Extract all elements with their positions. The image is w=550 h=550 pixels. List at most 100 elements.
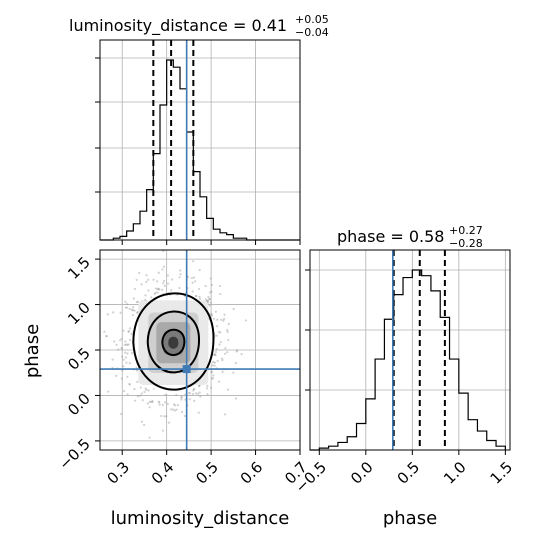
density-contour-0 bbox=[132, 292, 215, 391]
scatter-point bbox=[198, 391, 201, 394]
scatter-point bbox=[144, 294, 147, 297]
scatter-point bbox=[130, 308, 134, 311]
scatter-point bbox=[151, 399, 154, 403]
scatter-point bbox=[215, 334, 218, 337]
scatter-point bbox=[199, 395, 202, 398]
scatter-point bbox=[213, 353, 216, 356]
scatter-point bbox=[169, 408, 173, 411]
scatter-point bbox=[215, 347, 218, 351]
scatter-point bbox=[219, 340, 222, 344]
scatter-point bbox=[179, 269, 182, 272]
scatter-point bbox=[219, 331, 222, 334]
scatter-point bbox=[198, 268, 201, 272]
scatter-point bbox=[206, 300, 210, 303]
scatter-point bbox=[236, 349, 239, 352]
scatter-point bbox=[145, 280, 148, 283]
scatter-point bbox=[120, 346, 123, 350]
scatter-point bbox=[160, 414, 163, 418]
scatter-point bbox=[165, 415, 168, 418]
scatter-point bbox=[218, 380, 221, 383]
scatter-point bbox=[209, 386, 213, 389]
scatter-point bbox=[130, 351, 134, 355]
scatter-point bbox=[128, 383, 131, 386]
scatter-point bbox=[219, 292, 222, 296]
scatter-point bbox=[222, 319, 225, 322]
luminosity-distance-histogram-panel bbox=[95, 39, 301, 245]
scatter-point bbox=[226, 329, 229, 332]
scatter-point bbox=[223, 313, 226, 316]
scatter-point bbox=[162, 279, 166, 283]
scatter-point bbox=[158, 288, 161, 291]
scatter-point bbox=[157, 271, 160, 274]
x-tick-label-ld: 0.4 bbox=[148, 458, 178, 488]
scatter-point bbox=[158, 403, 161, 406]
scatter-point bbox=[211, 364, 214, 367]
scatter-point bbox=[206, 384, 209, 387]
scatter-point bbox=[166, 402, 169, 406]
scatter-point bbox=[221, 370, 224, 374]
y-tick-label-phase: 0.5 bbox=[64, 344, 94, 374]
scatter-point bbox=[195, 294, 198, 298]
density-contour-2 bbox=[161, 328, 186, 357]
scatter-point bbox=[128, 382, 131, 386]
scatter-point bbox=[145, 274, 148, 277]
scatter-point bbox=[143, 390, 146, 394]
scatter-point bbox=[164, 401, 167, 404]
scatter-point bbox=[132, 306, 135, 309]
scatter-point bbox=[212, 377, 215, 380]
scatter-point bbox=[210, 371, 213, 374]
scatter-point bbox=[131, 313, 135, 317]
scatter-point bbox=[192, 389, 195, 392]
scatter-point bbox=[172, 408, 175, 411]
scatter-point bbox=[127, 329, 130, 333]
y-tick-label-phase: 0.0 bbox=[64, 390, 94, 420]
scatter-point bbox=[132, 297, 135, 300]
scatter-point bbox=[115, 343, 118, 346]
scatter-point bbox=[127, 343, 130, 346]
scatter-point bbox=[210, 377, 214, 380]
scatter-point bbox=[124, 300, 127, 303]
scatter-point bbox=[220, 318, 223, 321]
scatter-point bbox=[186, 276, 190, 279]
scatter-point bbox=[192, 276, 196, 279]
scatter-point bbox=[111, 358, 114, 361]
scatter-point bbox=[180, 396, 183, 399]
scatter-point bbox=[213, 364, 216, 367]
scatter-point bbox=[148, 406, 151, 409]
scatter-point bbox=[86, 337, 88, 339]
scatter-point bbox=[213, 361, 216, 364]
scatter-point bbox=[213, 353, 216, 356]
scatter-point bbox=[218, 284, 221, 288]
scatter-point bbox=[192, 260, 195, 263]
scatter-point bbox=[223, 413, 227, 416]
scatter-point bbox=[119, 311, 122, 314]
scatter-point bbox=[209, 312, 212, 316]
scatter-point bbox=[140, 420, 144, 423]
scatter-point bbox=[134, 399, 137, 402]
scatter-point bbox=[140, 392, 143, 395]
scatter-point bbox=[193, 388, 196, 391]
scatter-point bbox=[180, 398, 183, 401]
scatter-point bbox=[150, 400, 153, 403]
scatter-point bbox=[188, 392, 191, 395]
scatter-point bbox=[157, 287, 160, 290]
scatter-point bbox=[240, 353, 243, 356]
scatter-point bbox=[133, 287, 136, 291]
scatter-point bbox=[138, 271, 141, 275]
scatter-point bbox=[124, 351, 127, 354]
scatter-point bbox=[175, 393, 178, 397]
scatter-point bbox=[122, 389, 126, 393]
scatter-point bbox=[180, 410, 184, 414]
scatter-point bbox=[128, 327, 132, 330]
scatter-point bbox=[198, 384, 201, 387]
scatter-point bbox=[162, 282, 165, 285]
phase-histogram-step bbox=[310, 269, 506, 451]
scatter-point bbox=[210, 370, 213, 373]
scatter-point bbox=[194, 280, 197, 283]
scatter-point bbox=[156, 291, 159, 294]
scatter-point bbox=[161, 403, 164, 407]
scatter-point bbox=[234, 362, 237, 365]
scatter-point bbox=[227, 388, 230, 391]
scatter-point bbox=[208, 304, 211, 307]
